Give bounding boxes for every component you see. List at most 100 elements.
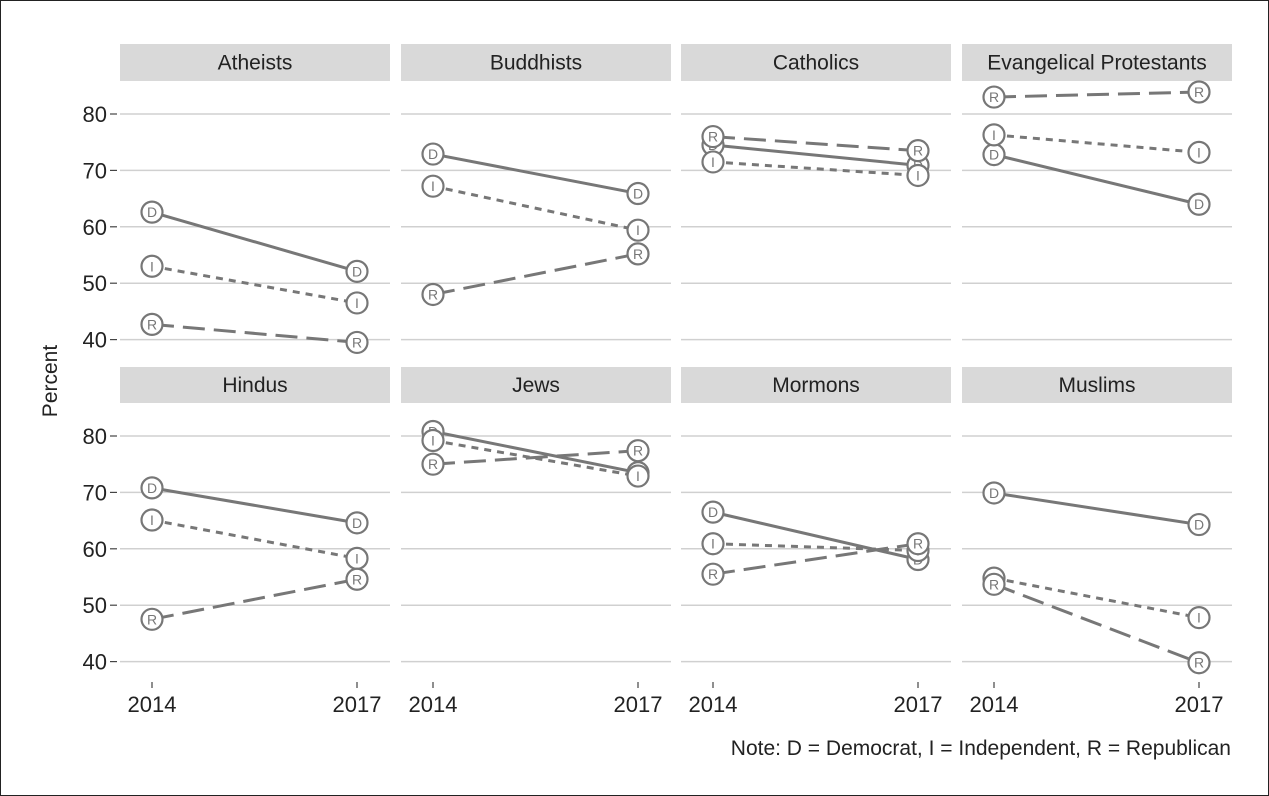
data-point-atheists-i-2017 [345, 291, 369, 315]
data-point-label-i: I [150, 258, 154, 274]
series-line-muslims-i [993, 576, 1200, 620]
series-line-evangelical-protestants-r [993, 90, 1200, 99]
data-point-atheists-r-2017 [345, 330, 369, 355]
series-line-atheists-i [151, 264, 358, 305]
data-point-buddhists-i-2014 [421, 174, 445, 198]
data-point-label-i: I [992, 127, 996, 143]
panel-title-catholics: Catholics [773, 52, 859, 75]
data-point-label-i: I [636, 468, 640, 484]
data-point-buddhists-i-2017 [626, 218, 650, 242]
panel-strip-catholics [681, 44, 951, 81]
x-tick-label: 2017 [333, 692, 382, 717]
series-line-evangelical-protestants-i [993, 133, 1200, 154]
data-point-label-d: D [428, 146, 438, 162]
series-line-buddhists-i [432, 184, 639, 232]
data-point-label-r: R [352, 571, 362, 587]
x-tick-label: 2017 [614, 692, 663, 717]
data-point-jews-i-2014 [421, 428, 445, 453]
data-point-mormons-r-2014 [701, 562, 725, 586]
data-point-muslims-i-2017 [1187, 606, 1211, 630]
data-point-label-r: R [352, 334, 362, 350]
series-line-atheists-r [151, 322, 358, 344]
data-point-hindus-d-2014 [140, 476, 164, 500]
data-point-evangelical-protestants-d-2017 [1187, 192, 1211, 216]
data-point-label-d: D [352, 515, 362, 531]
x-tick-label: 2014 [409, 692, 458, 717]
panel-strip-mormons [681, 367, 951, 403]
x-tick-label: 2017 [894, 692, 943, 717]
data-point-label-d: D [1194, 517, 1204, 533]
series-line-mormons-d [712, 510, 919, 561]
data-point-label-d: D [352, 263, 362, 279]
series-line-hindus-i [151, 518, 358, 560]
data-point-label-d: D [989, 147, 999, 163]
data-point-mormons-d-2014 [701, 500, 725, 524]
data-point-label-r: R [708, 129, 718, 145]
legend-note: Note: D = Democrat, I = Independent, R =… [730, 737, 1231, 760]
data-point-label-r: R [147, 316, 157, 332]
y-tick-label: 70 [83, 480, 107, 505]
panel-strip-muslims [962, 367, 1232, 403]
series-line-buddhists-r [432, 252, 639, 296]
data-point-label-i: I [711, 536, 715, 552]
panel-title-atheists: Atheists [218, 52, 293, 75]
data-point-evangelical-protestants-r-2017 [1187, 80, 1211, 104]
series-line-muslims-r [993, 582, 1200, 665]
data-point-atheists-d-2017 [345, 259, 369, 283]
data-point-jews-r-2017 [626, 439, 650, 463]
data-point-label-r: R [633, 443, 643, 459]
data-point-atheists-i-2014 [140, 254, 164, 278]
panel-strip-atheists [120, 44, 390, 81]
y-tick-label: 50 [83, 271, 107, 296]
panel-title-jews: Jews [512, 374, 560, 397]
series-line-catholics-i [712, 160, 919, 177]
data-point-label-i: I [636, 222, 640, 238]
series-line-jews-d [432, 430, 639, 475]
series-line-catholics-r [712, 135, 919, 153]
data-point-label-r: R [913, 143, 923, 159]
data-point-label-d: D [147, 480, 157, 496]
data-point-catholics-r-2014 [701, 124, 725, 149]
data-point-hindus-r-2014 [140, 607, 164, 631]
data-point-hindus-i-2014 [140, 508, 164, 532]
data-point-muslims-r-2014 [982, 572, 1006, 596]
data-point-label-i: I [355, 550, 359, 566]
data-point-label-r: R [428, 456, 438, 472]
series-line-catholics-d [712, 143, 919, 167]
data-point-label-r: R [989, 89, 999, 105]
data-point-catholics-i-2017 [906, 163, 930, 188]
data-point-catholics-r-2017 [906, 139, 930, 163]
series-line-evangelical-protestants-d [993, 153, 1200, 206]
series-line-jews-r [432, 449, 639, 466]
panel-strip-hindus [120, 367, 390, 403]
data-point-label-i: I [916, 167, 920, 183]
panel-strip-evangelical-protestants [962, 44, 1232, 81]
y-tick-label: 80 [83, 424, 107, 449]
data-point-label-r: R [1194, 84, 1204, 100]
data-point-evangelical-protestants-r-2014 [982, 85, 1006, 109]
data-point-label-i: I [711, 154, 715, 170]
data-point-label-r: R [633, 246, 643, 262]
panel-title-evangelical-protestants: Evangelical Protestants [987, 52, 1206, 75]
series-line-hindus-r [151, 577, 358, 621]
data-point-evangelical-protestants-i-2014 [982, 123, 1006, 147]
y-tick-label: 60 [83, 537, 107, 562]
panel-strip-jews [401, 367, 671, 403]
panel-strip-buddhists [401, 44, 671, 81]
data-point-label-d: D [633, 186, 643, 202]
series-line-atheists-d [151, 210, 358, 273]
series-line-buddhists-d [432, 152, 639, 195]
data-point-atheists-r-2014 [140, 312, 164, 336]
data-point-label-d: D [989, 485, 999, 501]
data-point-buddhists-d-2014 [421, 142, 445, 166]
data-point-label-d: D [708, 504, 718, 520]
data-point-mormons-i-2014 [701, 532, 725, 556]
data-point-buddhists-d-2017 [626, 181, 650, 206]
data-point-label-r: R [989, 576, 999, 592]
series-line-muslims-d [993, 491, 1200, 527]
series-line-hindus-d [151, 486, 358, 525]
data-point-label-r: R [428, 286, 438, 302]
data-point-jews-r-2014 [421, 452, 445, 476]
panel-title-muslims: Muslims [1059, 374, 1136, 397]
